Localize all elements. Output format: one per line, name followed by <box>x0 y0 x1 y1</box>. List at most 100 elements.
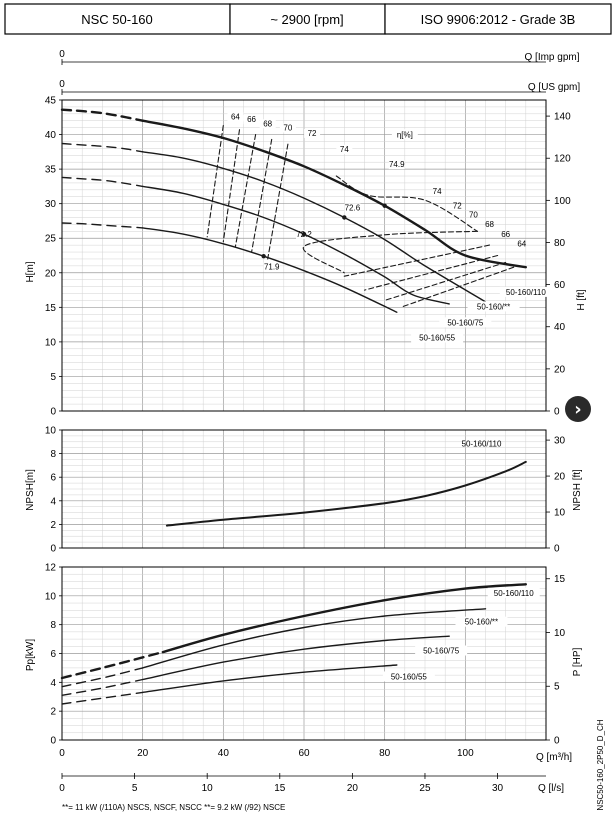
series-label-bg <box>467 301 520 312</box>
power-series-label-bg <box>487 587 540 598</box>
efficiency-label-bg <box>259 119 276 129</box>
series-label-bg <box>439 317 492 328</box>
y-tick-label: 8 <box>50 449 56 460</box>
y-tick-label: 15 <box>45 303 57 314</box>
efficiency-label: 72 <box>308 129 317 138</box>
efficiency-label: 66 <box>501 230 510 239</box>
header-speed: ~ 2900 [rpm] <box>270 12 343 27</box>
y-tick-label: 40 <box>45 130 57 141</box>
efficiency-label: 64 <box>517 240 526 249</box>
y2-tick-label: 60 <box>554 280 566 291</box>
y-tick-label: 0 <box>50 544 56 555</box>
power-series-label: 50-160/55 <box>391 672 428 681</box>
power-series-label-bg <box>382 671 435 682</box>
bep-point <box>382 203 387 208</box>
npsh-y-axis-label: NPSH[m] <box>25 469 36 511</box>
series-label: 50-160/110 <box>506 288 546 297</box>
efficiency-iso-line <box>400 266 515 308</box>
efficiency-label: 74.9 <box>389 160 405 169</box>
y2-tick-label: 0 <box>554 544 560 555</box>
y-tick-label: 45 <box>45 96 57 107</box>
y2-tick-label: 0 <box>554 736 560 747</box>
y-tick-label: 10 <box>45 337 57 348</box>
header-model-box <box>4 3 231 35</box>
efficiency-iso-line <box>206 125 224 238</box>
bottom-axis-tick-label: 25 <box>419 783 431 794</box>
npsh-y2-axis-label: NPSH [ft] <box>572 469 583 511</box>
efficiency-label: 64 <box>231 112 240 121</box>
y-tick-label: 6 <box>50 473 56 484</box>
series-label: 50-160/** <box>477 302 510 311</box>
series-labels-layer: 50-160/110 50-160/** 50-160/75 50-160/55 50-… <box>382 286 552 682</box>
series-50-160--dashed <box>61 667 144 688</box>
bottom-axis-tick-label: 0 <box>59 783 65 794</box>
header-standard: ISO 9906:2012 - Grade 3B <box>421 12 576 27</box>
y2-tick-label: 10 <box>554 628 566 639</box>
y2-tick-label: 30 <box>554 436 566 447</box>
y-tick-label: 10 <box>45 426 57 437</box>
header-bar: NSC 50-160 ~ 2900 [rpm] ISO 9906:2012 - … <box>4 3 612 35</box>
y-tick-label: 4 <box>50 678 56 689</box>
efficiency-label-bg <box>279 123 296 133</box>
series-50-160-55-line <box>142 664 398 694</box>
bottom-axis-tick-label: 15 <box>274 783 286 794</box>
efficiency-label: 74 <box>340 145 349 154</box>
y-tick-label: 25 <box>45 234 57 245</box>
efficiency-label: 68 <box>485 220 494 229</box>
header-model: NSC 50-160 <box>81 12 153 27</box>
efficiency-label-bg <box>304 128 321 138</box>
bep-point <box>342 215 347 220</box>
next-page-button[interactable]: › <box>565 396 591 422</box>
y-tick-label: 0 <box>50 407 56 418</box>
efficiency-label: 72.6 <box>345 204 361 213</box>
header-speed-box <box>229 3 386 35</box>
chevron-right-icon: › <box>574 399 581 420</box>
series-50-160-55-dashed <box>61 691 144 705</box>
y-tick-label: 6 <box>50 649 56 660</box>
efficiency-iso-line <box>335 175 478 232</box>
series-50-160-75-dashed <box>61 176 144 188</box>
x-axis-label-m3h: Q [m³/h] <box>536 752 572 763</box>
series-50-160-55-dashed <box>61 222 144 229</box>
head-y2-axis-label: H [ft] <box>576 289 587 310</box>
y-tick-label: 20 <box>45 268 57 279</box>
footnote: **= 11 kW (/110A) NSCS, NSCF, NSCC **= 9… <box>62 803 285 812</box>
plot-frame <box>61 99 547 412</box>
efficiency-label: 72 <box>453 202 462 211</box>
head-y-axis-label: H[m] <box>25 261 36 282</box>
series-label: 50-160/75 <box>447 318 484 327</box>
efficiency-label-bg <box>227 112 244 122</box>
header-standard-box <box>384 3 612 35</box>
y-tick-label: 10 <box>45 591 57 602</box>
efficiency-label-bg <box>263 262 280 272</box>
bottom-axis-tick-label: 10 <box>202 783 214 794</box>
y2-tick-label: 80 <box>554 238 566 249</box>
series-50-160-75-dashed <box>61 678 144 696</box>
y2-tick-label: 5 <box>554 682 560 693</box>
eta-label: η[%] <box>397 130 413 139</box>
y2-tick-label: 20 <box>554 364 566 375</box>
series-50-160--line <box>142 151 487 303</box>
power-series-label-bg <box>455 616 508 627</box>
bottom-axis-tick-label: 5 <box>132 783 138 794</box>
series-50-160--line <box>142 608 487 669</box>
power-series-label: 50-160/110 <box>494 589 534 598</box>
y-tick-label: 30 <box>45 199 57 210</box>
bep-point <box>301 231 307 237</box>
x-tick-label: 0 <box>59 748 65 759</box>
top-axis-label-imp: Q [Imp gpm] <box>524 52 579 63</box>
series-50-160-110-line <box>161 583 527 654</box>
y2-tick-label: 100 <box>554 196 571 207</box>
eta-label-bg <box>391 129 418 140</box>
series-50-160-110-line <box>165 460 527 527</box>
series-label-bg <box>499 286 552 297</box>
x-tick-label: 20 <box>137 748 149 759</box>
power-y2-axis-label: P [HP] <box>572 647 583 676</box>
x-axis-label-ls: Q [l/s] <box>538 783 564 794</box>
x-tick-label: 60 <box>298 748 310 759</box>
efficiency-label: 70 <box>283 123 292 132</box>
efficiency-label: 68 <box>263 119 272 128</box>
efficiency-label: 70 <box>469 210 478 219</box>
next-button-circle <box>565 396 591 422</box>
y-tick-label: 2 <box>50 707 56 718</box>
